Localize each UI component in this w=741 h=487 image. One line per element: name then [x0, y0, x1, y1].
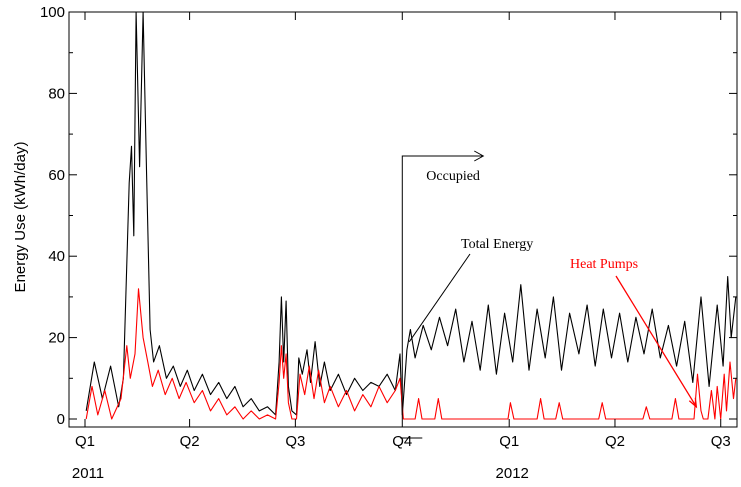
- heat-pumps-label: Heat Pumps: [570, 257, 638, 272]
- y-tick-label: 80: [48, 85, 65, 102]
- x-year-label: 2011: [72, 465, 104, 482]
- occupied-label: Occupied: [426, 169, 480, 184]
- plot-frame: [68, 11, 738, 428]
- x-tick-label: Q3: [711, 433, 731, 450]
- total-energy-pointer: [408, 253, 471, 343]
- arrowhead: [688, 397, 698, 409]
- heat-pumps-annotation: Heat Pumps: [570, 257, 698, 409]
- y-axis: 0 20 40 60 80 100: [40, 4, 737, 428]
- x-tick-label: Q1: [499, 433, 519, 450]
- x-tick-label: Q2: [180, 433, 200, 450]
- plot-border: [68, 11, 738, 428]
- total-energy-label: Total Energy: [461, 237, 533, 252]
- series-line-total-energy: [85, 12, 737, 416]
- annotations: Occupied Total Energy Heat Pumps: [400, 150, 698, 439]
- y-tick-label: 0: [57, 411, 65, 428]
- x-tick-label: Q3: [285, 433, 305, 450]
- occupied-arrow: [401, 155, 483, 419]
- y-axis-title: Energy Use (kWh/day): [12, 142, 29, 293]
- series-layer: [85, 12, 737, 420]
- y-tick-label: 40: [48, 248, 65, 265]
- y-tick-label: 100: [40, 4, 65, 21]
- x-tick-label: Q4: [392, 433, 412, 450]
- total-energy-annotation: Total Energy: [408, 237, 533, 343]
- occupied-annotation: Occupied: [400, 150, 485, 439]
- series-line-heat-pumps: [85, 288, 737, 420]
- heat-pumps-pointer: [615, 275, 697, 408]
- x-year-label: 2012: [496, 465, 529, 482]
- x-tick-label: Q2: [605, 433, 625, 450]
- y-tick-label: 60: [48, 167, 65, 184]
- x-axis: Q1 Q2 Q3 Q4 Q1 Q2 Q3 2011 2012: [72, 12, 731, 482]
- y-tick-label: 20: [48, 330, 65, 347]
- arrowhead: [474, 150, 485, 162]
- x-tick-label: Q1: [75, 433, 95, 450]
